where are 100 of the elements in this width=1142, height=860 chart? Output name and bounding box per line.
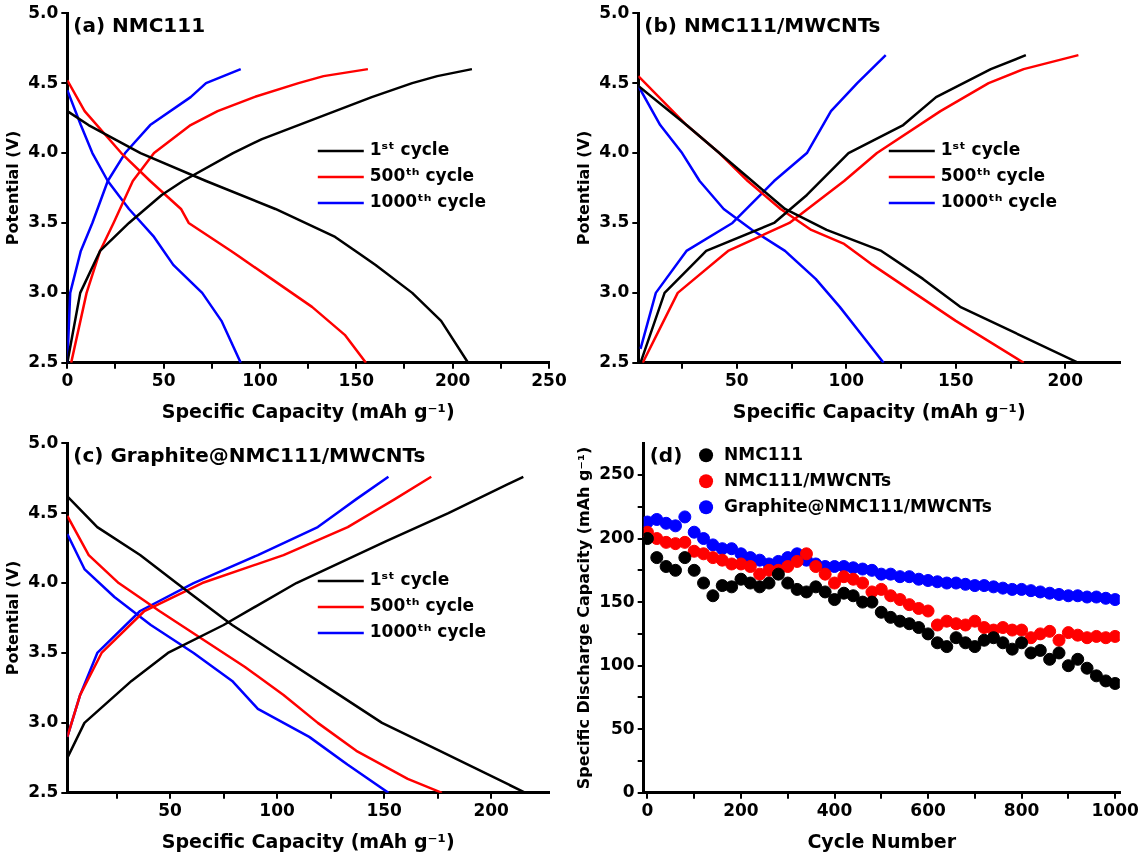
point: [687, 563, 701, 577]
point: [687, 525, 701, 539]
point: [968, 614, 982, 628]
y-tick-label: 50: [611, 717, 635, 738]
point: [678, 510, 692, 524]
y-axis-title: Potential (V): [2, 130, 22, 246]
legend-label: 1ˢᵗ cycle: [369, 569, 450, 590]
point: [1052, 646, 1066, 660]
y-tick-label: 4.5: [28, 501, 59, 522]
x-tick-label: 50: [151, 370, 176, 391]
x-tick-label: 1000: [1091, 800, 1139, 821]
x-tick-label: 800: [1003, 800, 1040, 821]
point: [921, 627, 935, 641]
point: [678, 535, 692, 549]
point: [799, 585, 813, 599]
point: [1052, 633, 1066, 647]
x-tick-label: 0: [61, 370, 74, 391]
y-tick-label: 3.0: [28, 281, 59, 302]
point: [668, 563, 682, 577]
point: [865, 595, 879, 609]
point: [809, 580, 823, 594]
point: [1015, 636, 1029, 650]
legend-label: Graphite@NMC111/MWCNTs: [724, 495, 992, 516]
x-tick-label: 200: [473, 800, 510, 821]
y-axis-title: Specific Discharge Capacity (mAh g⁻¹): [573, 446, 593, 790]
point: [874, 605, 888, 619]
point: [1108, 629, 1120, 643]
chart-title: (a) NMC111: [73, 13, 206, 38]
x-axis-title: Specific Capacity (mAh g⁻¹): [161, 399, 455, 422]
x-tick-label: 400: [816, 800, 853, 821]
legend-label: 500ᵗʰ cycle: [940, 165, 1046, 186]
point: [996, 636, 1010, 650]
y-tick-label: 5.0: [599, 1, 630, 22]
point: [706, 589, 720, 603]
point: [1005, 642, 1019, 656]
point: [781, 560, 795, 574]
point: [668, 519, 682, 533]
point: [1071, 652, 1085, 666]
x-tick-label: 150: [338, 370, 375, 391]
x-axis-title: Specific Capacity (mAh g⁻¹): [732, 399, 1026, 422]
x-tick-label: 200: [723, 800, 759, 821]
point: [743, 560, 757, 574]
point: [1108, 593, 1120, 607]
y-tick-label: 4.0: [28, 571, 59, 592]
point: [1061, 659, 1075, 673]
y-tick-label: 2.5: [599, 351, 630, 372]
x-tick-label: 150: [366, 800, 403, 821]
x-tick-label: 200: [1047, 370, 1084, 391]
y-tick-label: 200: [599, 526, 635, 547]
point: [790, 554, 804, 568]
point: [781, 576, 795, 590]
point: [678, 551, 692, 565]
x-tick-label: 100: [242, 370, 278, 391]
point: [893, 593, 907, 607]
legend-label: 1ˢᵗ cycle: [369, 139, 450, 160]
x-tick-label: 100: [259, 800, 296, 821]
y-tick-label: 3.0: [28, 711, 59, 732]
legend-label: 500ᵗʰ cycle: [369, 595, 475, 616]
point: [968, 640, 982, 654]
y-tick-label: 4.0: [599, 141, 630, 162]
y-tick-label: 3.5: [28, 641, 59, 662]
y-tick-label: 4.5: [28, 71, 59, 92]
point: [771, 567, 785, 581]
legend-label: 500ᵗʰ cycle: [369, 165, 475, 186]
x-tick-label: 250: [531, 370, 567, 391]
point: [940, 640, 954, 654]
point: [865, 563, 879, 577]
point: [697, 532, 711, 546]
y-tick-label: 150: [599, 590, 635, 611]
x-axis-title: Cycle Number: [807, 829, 957, 852]
point: [874, 582, 888, 596]
x-tick-label: 150: [938, 370, 974, 391]
y-tick-label: 5.0: [28, 431, 59, 452]
x-tick-label: 0: [641, 800, 654, 821]
point: [1043, 624, 1057, 638]
chart-title: (c) Graphite@NMC111/MWCNTs: [73, 443, 426, 468]
y-tick-label: 250: [599, 463, 635, 484]
point: [725, 580, 739, 594]
point: [818, 567, 832, 581]
y-tick-label: 4.5: [599, 71, 630, 92]
point: [818, 585, 832, 599]
legend-label: 1000ᵗʰ cycle: [369, 191, 486, 212]
point: [1080, 661, 1094, 675]
point: [921, 604, 935, 618]
x-axis-title: Specific Capacity (mAh g⁻¹): [161, 829, 455, 852]
point: [828, 576, 842, 590]
point: [912, 621, 926, 635]
chart-title: (d): [649, 443, 683, 468]
legend-label: 1000ᵗʰ cycle: [369, 621, 486, 642]
y-tick-label: 3.5: [599, 211, 630, 232]
y-tick-label: 4.0: [28, 141, 59, 162]
point: [1089, 669, 1103, 683]
point: [1033, 643, 1047, 657]
point: [846, 589, 860, 603]
y-tick-label: 2.5: [28, 781, 59, 802]
y-tick-label: 100: [599, 654, 635, 675]
point: [958, 636, 972, 650]
y-tick-label: 5.0: [28, 1, 59, 22]
x-tick-label: 200: [434, 370, 471, 391]
x-tick-label: 50: [725, 370, 749, 391]
